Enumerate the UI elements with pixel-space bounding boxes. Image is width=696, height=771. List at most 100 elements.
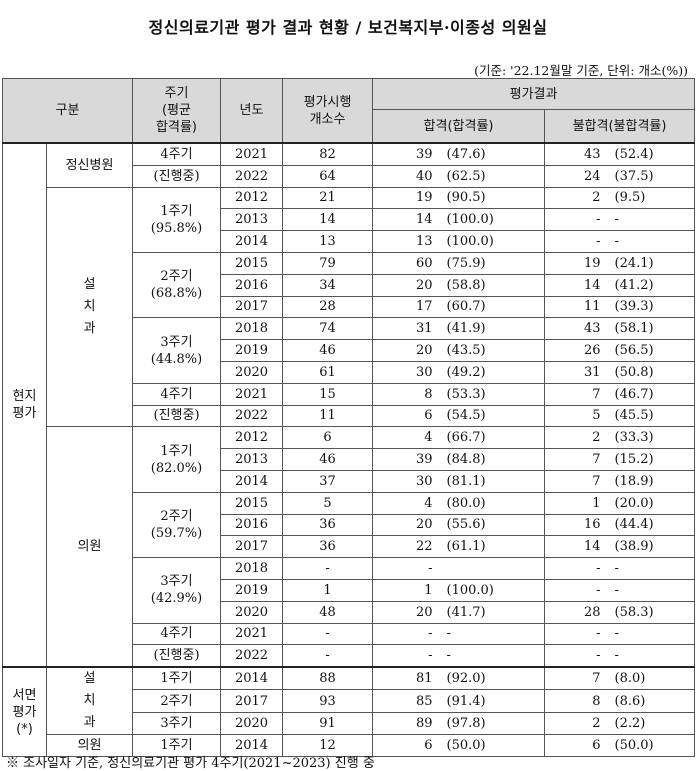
pass-cell: - xyxy=(372,622,441,646)
fail-cell: - xyxy=(544,557,609,580)
footnote: ※ 조사일자 기준, 정신의료기관 평가 4주기(2021~2023) 진행 중 xyxy=(6,756,375,771)
fail-rate-cell: (50.8) xyxy=(608,360,696,384)
pass-cell: 20 xyxy=(372,600,441,624)
fail-cell: 2 xyxy=(544,186,609,210)
pass-cell: 81 xyxy=(372,666,441,691)
year-cell: 2012 xyxy=(220,186,284,210)
cycle-rate: (68.8%) xyxy=(150,286,203,302)
cycle-cell: 1주기 (95.8%) xyxy=(132,186,222,253)
fail-rate-cell: (41.2) xyxy=(608,273,696,297)
pass-rate-cell: (47.6) xyxy=(440,142,546,166)
fail-rate-cell: (46.7) xyxy=(608,382,696,406)
fail-cell: - xyxy=(544,230,609,253)
fail-rate-cell: (58.3) xyxy=(608,600,696,624)
cycle-label: 4주기 xyxy=(132,382,222,406)
year-cell: 2013 xyxy=(220,448,284,471)
subgroup-installed: 설 치 과 xyxy=(45,186,134,428)
year-cell: 2015 xyxy=(220,491,284,515)
pass-rate-cell xyxy=(440,557,546,580)
pass-rate-cell: (61.1) xyxy=(440,535,546,559)
pass-rate-cell: (100.0) xyxy=(440,208,546,232)
installed-char-1: 설 xyxy=(83,671,96,687)
subgroup-written-clinic: 의원 xyxy=(45,734,134,757)
cycle-cell: 1주기 (82.0%) xyxy=(132,426,222,493)
cycle-label: (진행중) xyxy=(132,404,222,428)
count-cell: 79 xyxy=(282,251,374,275)
pass-cell: - xyxy=(372,644,441,668)
pass-rate-cell: (43.5) xyxy=(440,339,546,362)
fail-rate-cell: (52.4) xyxy=(608,142,696,166)
year-cell: 2017 xyxy=(220,295,284,319)
cycle-rate: (42.9%) xyxy=(150,591,203,607)
year-cell: 2018 xyxy=(220,317,284,341)
fail-cell: - xyxy=(544,644,609,668)
installed-char-2: 치 xyxy=(83,693,96,709)
fail-cell: - xyxy=(544,622,609,646)
written-label-2: 평가 xyxy=(12,704,37,720)
pass-cell: 30 xyxy=(372,469,441,493)
fail-cell: 31 xyxy=(544,360,609,384)
pass-rate-cell: (60.7) xyxy=(440,295,546,319)
cycle-label: 2주기 xyxy=(132,689,222,713)
subgroup-clinic: 의원 xyxy=(45,426,134,668)
pass-rate-cell: (54.5) xyxy=(440,404,546,428)
header-category: 구분 xyxy=(1,78,134,144)
year-cell: 2012 xyxy=(220,426,284,450)
year-cell: 2020 xyxy=(220,360,284,384)
fail-rate-cell: (8.0) xyxy=(608,666,696,691)
count-cell: 36 xyxy=(282,535,374,559)
fail-rate-cell: (58.1) xyxy=(608,317,696,341)
count-cell: 61 xyxy=(282,360,374,384)
fail-cell: 7 xyxy=(544,382,609,406)
pass-rate-cell: (100.0) xyxy=(440,230,546,253)
header-cycle-line2: (평균 xyxy=(162,103,192,118)
fail-rate-cell: (9.5) xyxy=(608,186,696,210)
fail-cell: 11 xyxy=(544,295,609,319)
pass-cell: - xyxy=(372,557,441,580)
subgroup-psych-hospital: 정신병원 xyxy=(45,142,134,188)
written-label-3: (*) xyxy=(16,721,33,737)
subgroup-written-installed: 설 치 과 xyxy=(45,666,134,736)
count-cell: 88 xyxy=(282,666,374,691)
pass-cell: 85 xyxy=(372,689,441,713)
count-cell: - xyxy=(282,622,374,646)
cycle-cell: 3주기 (44.8%) xyxy=(132,317,222,384)
fail-rate-cell: - xyxy=(608,557,696,580)
pass-rate-cell: (55.6) xyxy=(440,513,546,537)
year-cell: 2019 xyxy=(220,339,284,362)
cycle-rate: (82.0%) xyxy=(150,460,203,476)
year-cell: 2020 xyxy=(220,711,284,736)
fail-cell: 2 xyxy=(544,426,609,450)
count-cell: 46 xyxy=(282,448,374,471)
count-cell: 48 xyxy=(282,600,374,624)
fail-rate-cell: (20.0) xyxy=(608,491,696,515)
header-cycle: 주기 (평균 합격률) xyxy=(132,78,222,144)
onsite-label-2: 평가 xyxy=(12,406,37,422)
page-title: 정신의료기관 평가 결과 현황 / 보건복지부·이종성 의원실 xyxy=(148,18,548,37)
pass-cell: 13 xyxy=(372,230,441,253)
cycle-cell: 2주기 (68.8%) xyxy=(132,251,222,319)
pass-cell: 6 xyxy=(372,734,441,757)
pass-rate-cell: (92.0) xyxy=(440,666,546,691)
cycle-rate: (95.8%) xyxy=(150,220,203,236)
header-cycle-line3: 합격률) xyxy=(156,120,197,135)
count-cell: 74 xyxy=(282,317,374,341)
count-cell: 13 xyxy=(282,230,374,253)
header-result: 평가결과 xyxy=(372,78,696,110)
pass-cell: 14 xyxy=(372,208,441,232)
cycle-label: 1주기 xyxy=(132,666,222,691)
pass-cell: 30 xyxy=(372,360,441,384)
header-pass: 합격(합격률) xyxy=(372,109,546,144)
fail-cell: 14 xyxy=(544,535,609,559)
pass-rate-cell: (41.9) xyxy=(440,317,546,341)
installed-char-3: 과 xyxy=(83,715,96,731)
fail-rate-cell: - xyxy=(608,622,696,646)
pass-cell: 40 xyxy=(372,164,441,188)
count-cell: 21 xyxy=(282,186,374,210)
year-cell: 2017 xyxy=(220,689,284,713)
year-cell: 2021 xyxy=(220,142,284,166)
fail-cell: 24 xyxy=(544,164,609,188)
pass-cell: 8 xyxy=(372,382,441,406)
fail-cell: 2 xyxy=(544,711,609,736)
count-cell: 15 xyxy=(282,382,374,406)
